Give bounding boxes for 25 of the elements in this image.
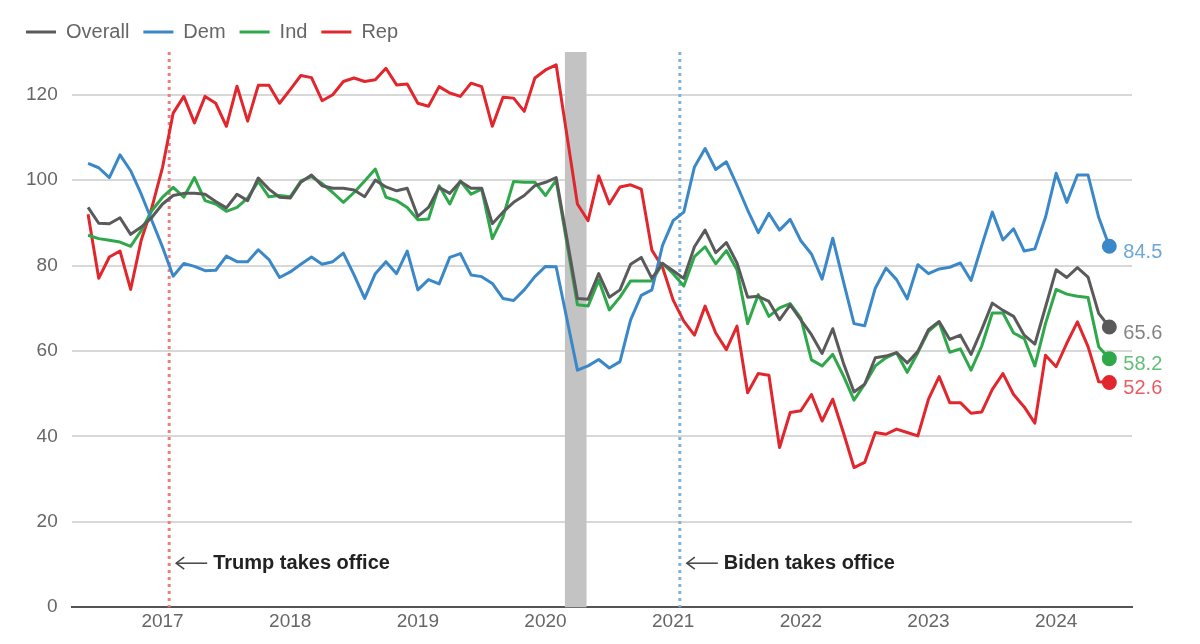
y-tick-label: 120 (26, 82, 58, 104)
ref-line-label: Trump takes office (213, 550, 390, 573)
x-tick-label: 2020 (524, 609, 567, 631)
y-tick-label: 100 (26, 168, 58, 190)
legend-label: Dem (183, 19, 226, 42)
legend-label: Rep (361, 19, 399, 42)
data-label: 65.6 (1123, 320, 1163, 343)
x-tick-label: 2024 (1034, 609, 1078, 631)
x-tick-label: 2022 (779, 609, 822, 631)
y-tick-label: 80 (36, 253, 58, 275)
x-tick-label: 2019 (396, 609, 439, 631)
x-tick-label: 2018 (269, 609, 312, 631)
x-tick-label: 2023 (907, 609, 950, 631)
x-tick-label: 2017 (141, 609, 184, 631)
y-tick-label: 20 (36, 510, 58, 532)
legend-label: Overall (66, 19, 130, 42)
data-label: 58.2 (1123, 352, 1163, 375)
data-label: 84.5 (1123, 239, 1163, 262)
y-tick-label: 60 (36, 339, 58, 361)
y-tick-label: 0 (47, 595, 58, 617)
data-label: 52.6 (1123, 376, 1163, 399)
x-tick-label: 2021 (652, 609, 695, 631)
ref-line-label: Biden takes office (723, 550, 895, 573)
y-tick-label: 40 (36, 424, 58, 446)
legend-label: Ind (279, 19, 308, 42)
